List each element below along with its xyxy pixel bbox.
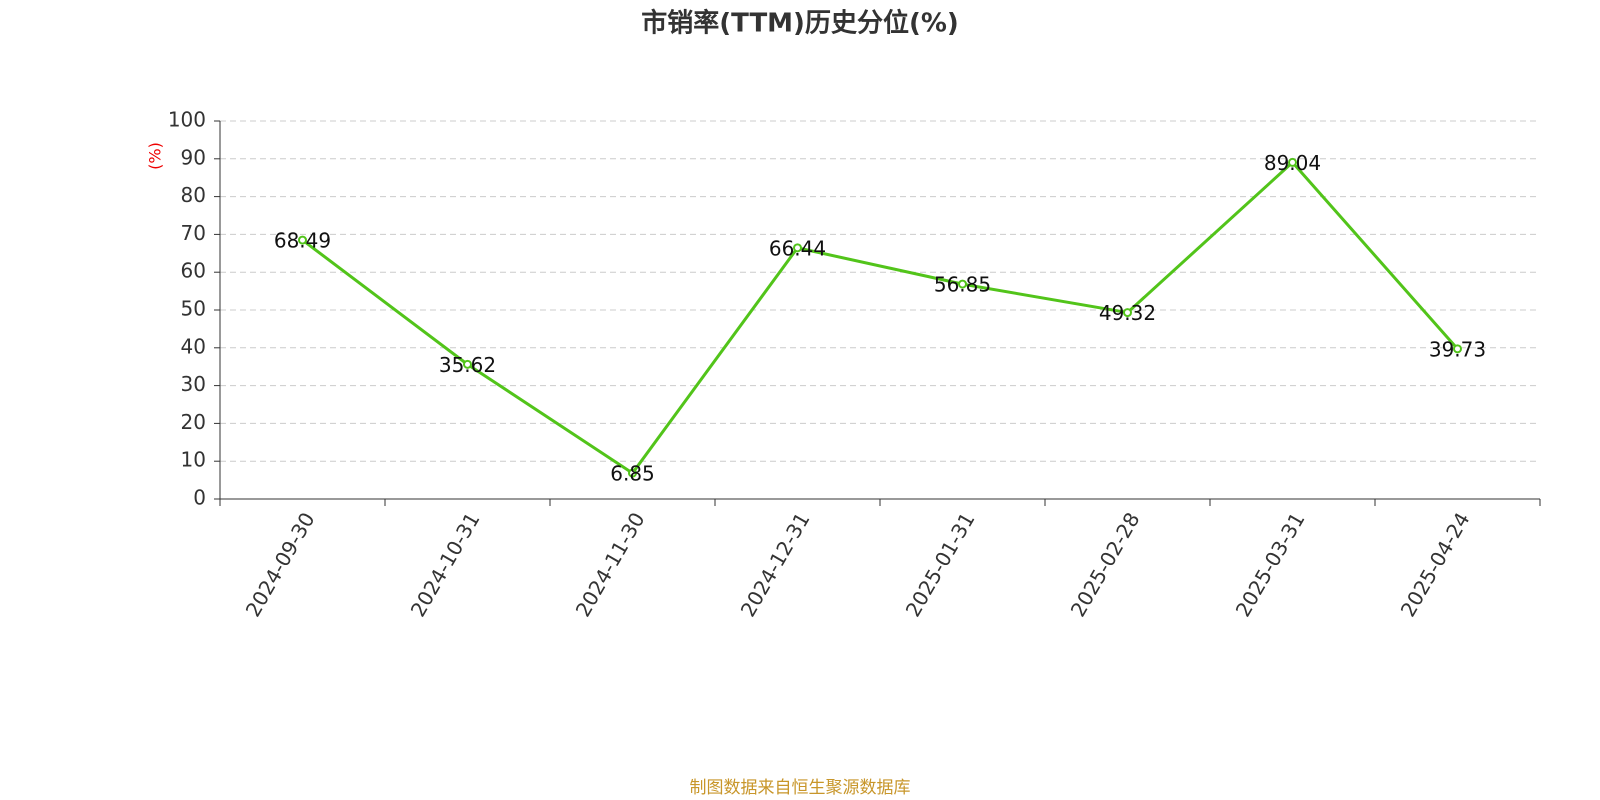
y-tick-label: 10	[181, 448, 206, 472]
x-tick-label: 2025-02-28	[1066, 508, 1145, 621]
point	[1123, 308, 1132, 318]
y-tick-label: 40	[181, 334, 206, 358]
point	[1453, 344, 1462, 354]
point	[298, 235, 307, 245]
y-tick-label: 0	[193, 486, 206, 510]
data-label: 39.73	[1429, 337, 1486, 361]
point	[628, 468, 637, 478]
y-tick-label: 60	[181, 259, 206, 283]
data-label: 66.44	[769, 236, 826, 260]
x-tick-label: 2025-03-31	[1231, 508, 1310, 621]
data-label: 89.04	[1264, 151, 1321, 175]
y-tick-label: 30	[181, 372, 206, 396]
x-tick-label: 2024-10-31	[406, 508, 485, 621]
x-tick-label: 2024-11-30	[571, 508, 650, 621]
y-tick-label: 90	[181, 145, 206, 169]
data-label: 35.62	[439, 353, 496, 377]
y-tick-label: 20	[181, 410, 206, 434]
y-tick-label: 70	[181, 221, 206, 245]
y-tick-label: 100	[168, 108, 206, 132]
data-label: 56.85	[934, 273, 991, 297]
point	[463, 359, 472, 369]
data-label: 49.32	[1099, 301, 1156, 325]
source-note: 制图数据来自恒生聚源数据库	[690, 778, 911, 798]
point	[1288, 157, 1297, 167]
x-tick-label: 2025-04-24	[1396, 508, 1475, 621]
x-tick-label: 2024-12-31	[736, 508, 815, 621]
y-tick-label: 80	[181, 183, 206, 207]
data-label: 6.85	[610, 462, 655, 486]
chart-title: 市销率(TTM)历史分位(%)	[641, 8, 959, 39]
y-axis-label: (%)	[146, 142, 165, 170]
data-label: 68.49	[274, 229, 331, 253]
point	[958, 279, 967, 289]
line	[301, 160, 1459, 476]
x-tick-label: 2024-09-30	[241, 508, 320, 621]
x-tick-label: 2025-01-31	[901, 508, 980, 621]
point	[793, 243, 802, 253]
y-tick-label: 50	[181, 297, 206, 321]
